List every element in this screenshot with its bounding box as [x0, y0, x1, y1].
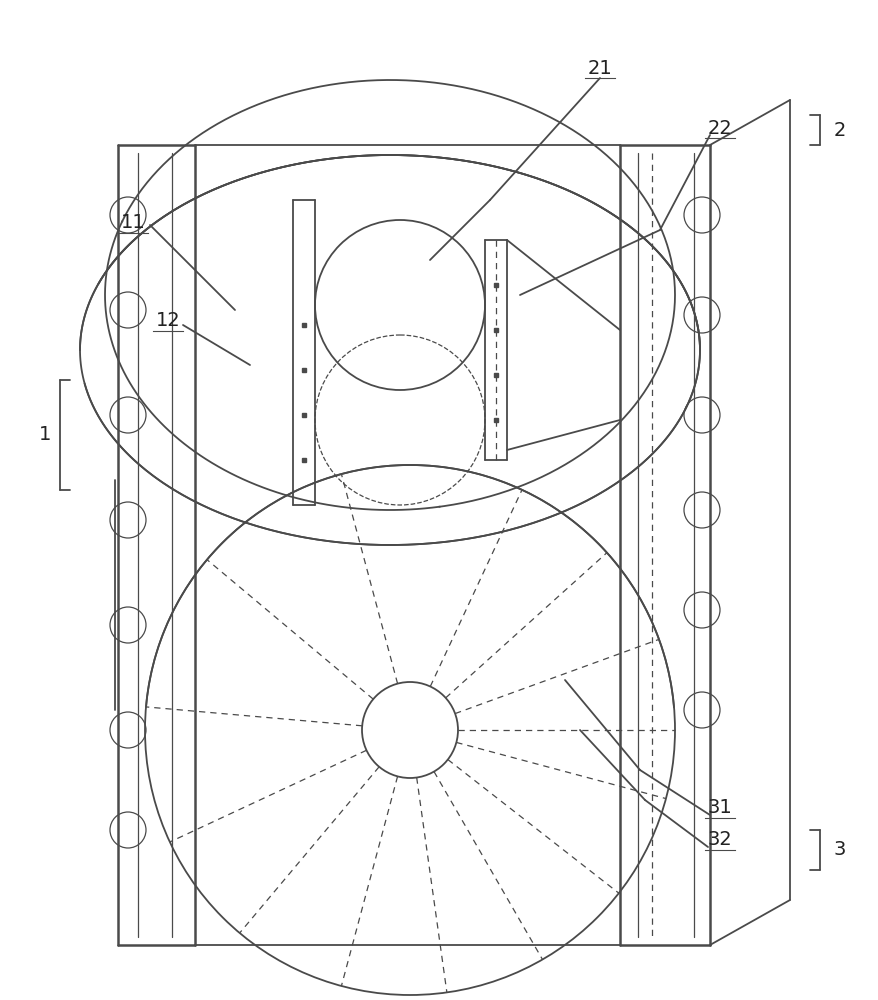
Text: 1: 1	[39, 426, 51, 444]
Text: 3: 3	[833, 840, 846, 859]
Text: 32: 32	[707, 830, 731, 849]
Text: 31: 31	[707, 798, 731, 817]
Text: 11: 11	[120, 213, 145, 232]
Text: 22: 22	[707, 119, 731, 138]
Text: 21: 21	[587, 59, 612, 78]
Text: 12: 12	[155, 310, 180, 330]
Text: 2: 2	[833, 121, 846, 140]
